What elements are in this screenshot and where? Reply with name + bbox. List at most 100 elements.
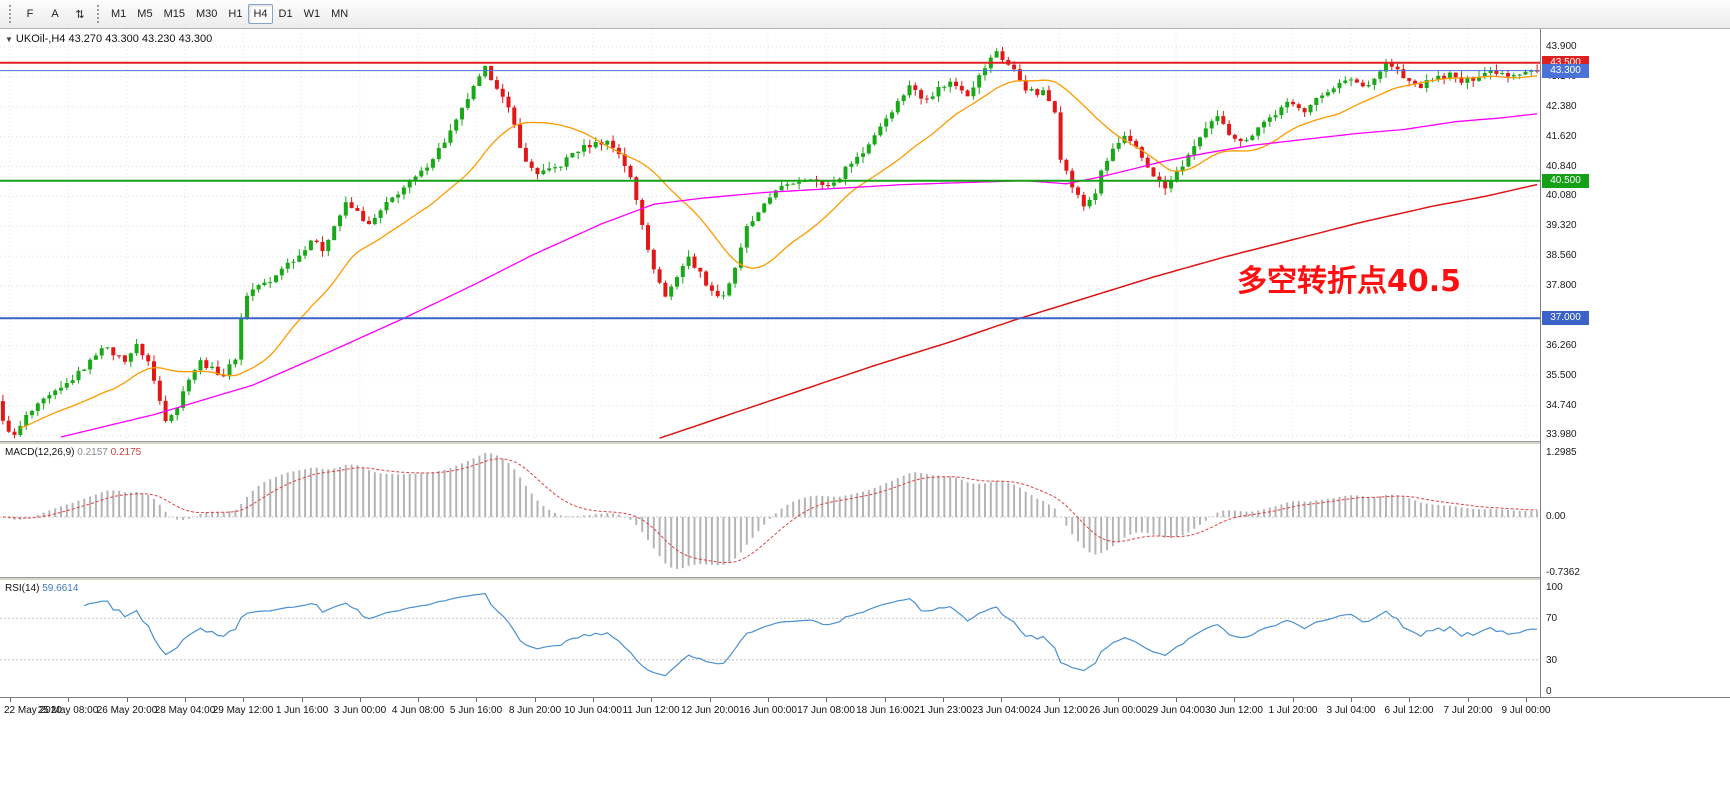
macd-axis-min: -0.7362	[1546, 567, 1580, 578]
time-axis-label: 25 May 08:00	[37, 705, 99, 716]
price-chart-canvas[interactable]	[0, 29, 1540, 441]
time-tick	[651, 698, 652, 702]
time-tick	[1059, 698, 1060, 702]
time-tick	[1526, 698, 1527, 702]
symbol-collapse-icon[interactable]: ▼	[5, 35, 13, 44]
time-axis-label: 28 May 04:00	[154, 705, 216, 716]
time-axis-label: 8 Jun 20:00	[508, 705, 562, 716]
time-tick	[710, 698, 711, 702]
panel-separator-macd[interactable]	[0, 441, 1730, 445]
time-tick	[243, 698, 244, 702]
timeframe-button-m15[interactable]: M15	[163, 8, 185, 20]
price-axis-label: 35.500	[1546, 370, 1577, 381]
price-axis-label: 42.380	[1546, 101, 1577, 112]
time-tick	[360, 698, 361, 702]
time-axis-label: 22 May 2020	[4, 705, 62, 716]
time-tick	[302, 698, 303, 702]
time-axis-label: 29 Jun 04:00	[1147, 705, 1205, 716]
time-axis-label: 1 Jun 16:00	[275, 705, 329, 716]
panel-separator-rsi[interactable]	[0, 577, 1730, 581]
time-tick	[1293, 698, 1294, 702]
time-axis-label: 24 Jun 12:00	[1030, 705, 1088, 716]
time-tick	[768, 698, 769, 702]
macd-axis-max: 1.2985	[1546, 447, 1577, 458]
symbol-ohlc-values: 43.270 43.300 43.230 43.300	[68, 33, 213, 45]
price-axis-label: 41.620	[1546, 131, 1577, 142]
time-axis-label: 5 Jun 16:00	[449, 705, 503, 716]
rsi-name: RSI(14)	[5, 583, 40, 594]
rsi-canvas[interactable]	[0, 581, 1540, 697]
macd-label: MACD(12,26,9) 0.2157 0.2175	[5, 447, 141, 458]
macd-axis-zero: 0.00	[1546, 511, 1566, 522]
time-tick	[418, 698, 419, 702]
time-axis-label: 3 Jul 04:00	[1326, 705, 1376, 716]
timeframe-toolbar: M1 M5 M15 M30 H1 H4 D1 W1 MN	[106, 4, 353, 24]
price-axis-label: 39.320	[1546, 220, 1577, 231]
price-axis-label: 36.260	[1546, 340, 1577, 351]
time-tick	[127, 698, 128, 702]
toolbar-grip[interactable]	[9, 5, 13, 23]
time-axis-label: 10 Jun 04:00	[564, 705, 622, 716]
price-axis[interactable]: 43.90043.14042.38041.62040.84040.08039.3…	[1540, 29, 1730, 697]
rsi-line[interactable]	[0, 581, 1540, 697]
timeframe-button-m5[interactable]: M5	[137, 8, 153, 20]
price-axis-label: 43.900	[1546, 41, 1577, 52]
rsi-axis-label: 30	[1546, 655, 1558, 666]
time-axis-label: 12 Jun 20:00	[681, 705, 739, 716]
macd-main-value: 0.2157	[77, 447, 108, 458]
candlestick-chart[interactable]	[0, 29, 1540, 441]
timeframe-button-m1[interactable]: M1	[111, 8, 127, 20]
macd-name: MACD(12,26,9)	[5, 447, 75, 458]
macd-canvas[interactable]	[0, 445, 1540, 577]
tool-button-arrows[interactable]: ⇅	[75, 8, 85, 21]
rsi-axis-label: 0	[1546, 686, 1552, 697]
time-tick	[10, 698, 11, 702]
time-tick	[1234, 698, 1235, 702]
time-axis-label: 16 Jun 00:00	[739, 705, 797, 716]
macd-histogram[interactable]	[0, 445, 1540, 577]
tool-button-a[interactable]: A	[51, 8, 59, 20]
time-axis-label: 1 Jul 20:00	[1268, 705, 1318, 716]
time-tick	[1001, 698, 1002, 702]
price-badge-43.300: 43.300	[1542, 64, 1589, 78]
time-axis-label: 4 Jun 08:00	[391, 705, 445, 716]
time-axis-label: 26 May 20:00	[96, 705, 158, 716]
timeframe-button-h1[interactable]: H1	[228, 8, 243, 20]
tool-button-f[interactable]: F	[26, 8, 34, 20]
time-tick	[1176, 698, 1177, 702]
time-tick	[535, 698, 536, 702]
time-tick	[1351, 698, 1352, 702]
timeframe-button-m30[interactable]: M30	[195, 8, 218, 20]
rsi-axis-label: 70	[1546, 613, 1558, 624]
timeframe-button-w1[interactable]: W1	[303, 8, 321, 20]
time-tick	[1468, 698, 1469, 702]
price-badge-40.500: 40.500	[1542, 174, 1589, 188]
time-tick	[1409, 698, 1410, 702]
time-tick	[885, 698, 886, 702]
timeframe-button-h4[interactable]: H4	[248, 4, 273, 24]
time-axis-label: 30 Jun 12:00	[1205, 705, 1263, 716]
time-axis[interactable]: 22 May 2020 25 May 08:00 26 May 20:00 28 Ma…	[0, 697, 1730, 723]
timeframe-button-d1[interactable]: D1	[278, 8, 293, 20]
rsi-axis-label: 100	[1546, 582, 1563, 593]
toolbar-tools: F A ⇅	[18, 4, 92, 24]
time-axis-label: 9 Jul 00:00	[1501, 705, 1551, 716]
rsi-value: 59.6614	[42, 583, 79, 594]
rsi-label: RSI(14) 59.6614	[5, 583, 78, 594]
time-axis-label: 26 Jun 00:00	[1089, 705, 1147, 716]
price-axis-label: 37.800	[1546, 280, 1577, 291]
time-tick	[476, 698, 477, 702]
price-axis-label: 34.740	[1546, 400, 1577, 411]
time-axis-label: 6 Jul 12:00	[1384, 705, 1434, 716]
macd-signal-value: 0.2175	[110, 447, 142, 458]
time-axis-label: 17 Jun 08:00	[797, 705, 855, 716]
price-axis-label: 33.980	[1546, 429, 1577, 440]
price-axis-label: 40.080	[1546, 190, 1577, 201]
timeframe-button-mn[interactable]: MN	[331, 8, 349, 20]
symbol-info: ▼ UKOil-,H4 43.270 43.300 43.230 43.300	[5, 33, 212, 45]
time-tick	[185, 698, 186, 702]
chart-annotation-text[interactable]: 多空转折点40.5	[1237, 264, 1462, 299]
toolbar-grip-2[interactable]	[97, 5, 101, 23]
symbol-name: UKOil-,H4	[15, 33, 66, 45]
